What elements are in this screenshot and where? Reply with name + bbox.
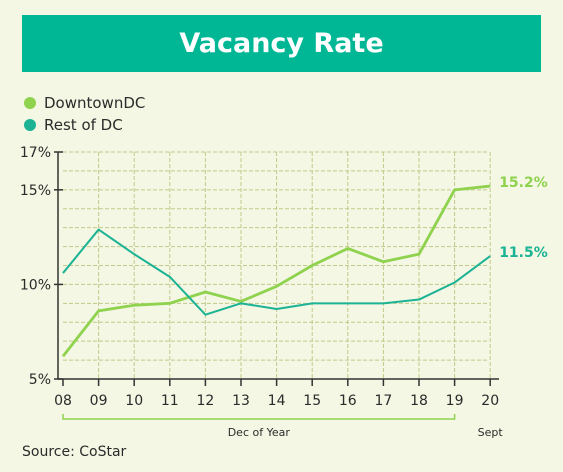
legend-label-rest: Rest of DC (44, 116, 123, 134)
x-tick-label: 12 (196, 393, 214, 409)
x-group-label: Dec of Year (228, 426, 291, 439)
title-banner: Vacancy Rate (22, 15, 541, 72)
x-tick-label: 08 (54, 393, 72, 409)
x-tick-label: 10 (125, 393, 143, 409)
x-tick-label: 13 (232, 393, 250, 409)
y-tick-label: 10% (20, 277, 51, 293)
legend-item-downtown: DowntownDC (24, 92, 145, 114)
y-tick-label: 15% (20, 183, 51, 199)
x-tick-label: 16 (339, 393, 357, 409)
x-tick-label: 15 (303, 393, 321, 409)
y-tick-label: 17% (20, 145, 51, 161)
x-group-label: Sept (478, 426, 504, 439)
legend-item-rest: Rest of DC (24, 114, 145, 136)
x-tick-label: 18 (410, 393, 428, 409)
chart-title: Vacancy Rate (179, 28, 384, 59)
series-line-rest (62, 228, 491, 316)
source-note: Source: CoStar (22, 444, 127, 460)
legend-dot-rest (24, 119, 36, 131)
x-group-bracket (62, 414, 456, 420)
x-tick-label: 17 (374, 393, 392, 409)
x-tick-label: 20 (481, 393, 499, 409)
end-label-rest: 11.5% (499, 245, 548, 261)
x-tick-label: 19 (446, 393, 464, 409)
legend: DowntownDC Rest of DC (24, 92, 145, 136)
y-tick-label: 5% (29, 372, 51, 388)
legend-dot-downtown (24, 97, 36, 109)
x-tick-label: 09 (90, 393, 108, 409)
x-tick-label: 14 (268, 393, 286, 409)
legend-label-downtown: DowntownDC (44, 94, 146, 112)
series-line-downtown (61, 184, 491, 358)
end-label-downtown: 15.2% (499, 175, 548, 191)
x-tick-label: 11 (161, 393, 179, 409)
